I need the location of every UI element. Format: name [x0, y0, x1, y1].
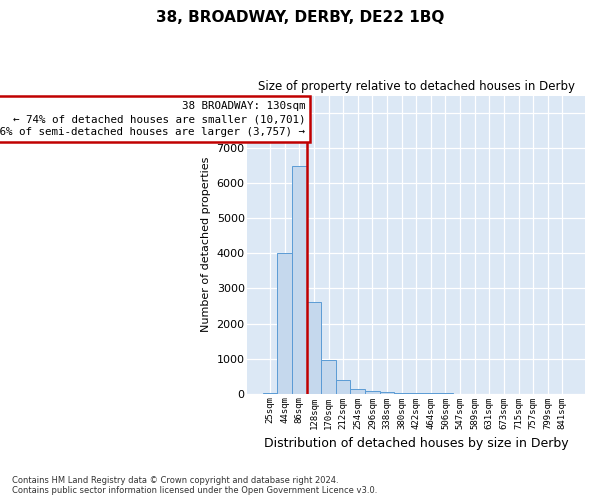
Text: Contains HM Land Registry data © Crown copyright and database right 2024.
Contai: Contains HM Land Registry data © Crown c…: [12, 476, 377, 495]
Text: 38, BROADWAY, DERBY, DE22 1BQ: 38, BROADWAY, DERBY, DE22 1BQ: [156, 10, 444, 25]
Bar: [394, 393, 409, 394]
Bar: [277, 254, 292, 394]
Title: Size of property relative to detached houses in Derby: Size of property relative to detached ho…: [258, 80, 575, 93]
Y-axis label: Number of detached properties: Number of detached properties: [201, 157, 211, 332]
Bar: [263, 393, 277, 394]
Bar: [336, 380, 350, 394]
Bar: [350, 388, 365, 394]
Bar: [365, 391, 380, 394]
Bar: [292, 166, 307, 394]
Bar: [321, 360, 336, 394]
Text: 38 BROADWAY: 130sqm
← 74% of detached houses are smaller (10,701)
26% of semi-de: 38 BROADWAY: 130sqm ← 74% of detached ho…: [0, 101, 305, 137]
X-axis label: Distribution of detached houses by size in Derby: Distribution of detached houses by size …: [264, 437, 569, 450]
Bar: [380, 392, 394, 394]
Bar: [307, 302, 321, 394]
